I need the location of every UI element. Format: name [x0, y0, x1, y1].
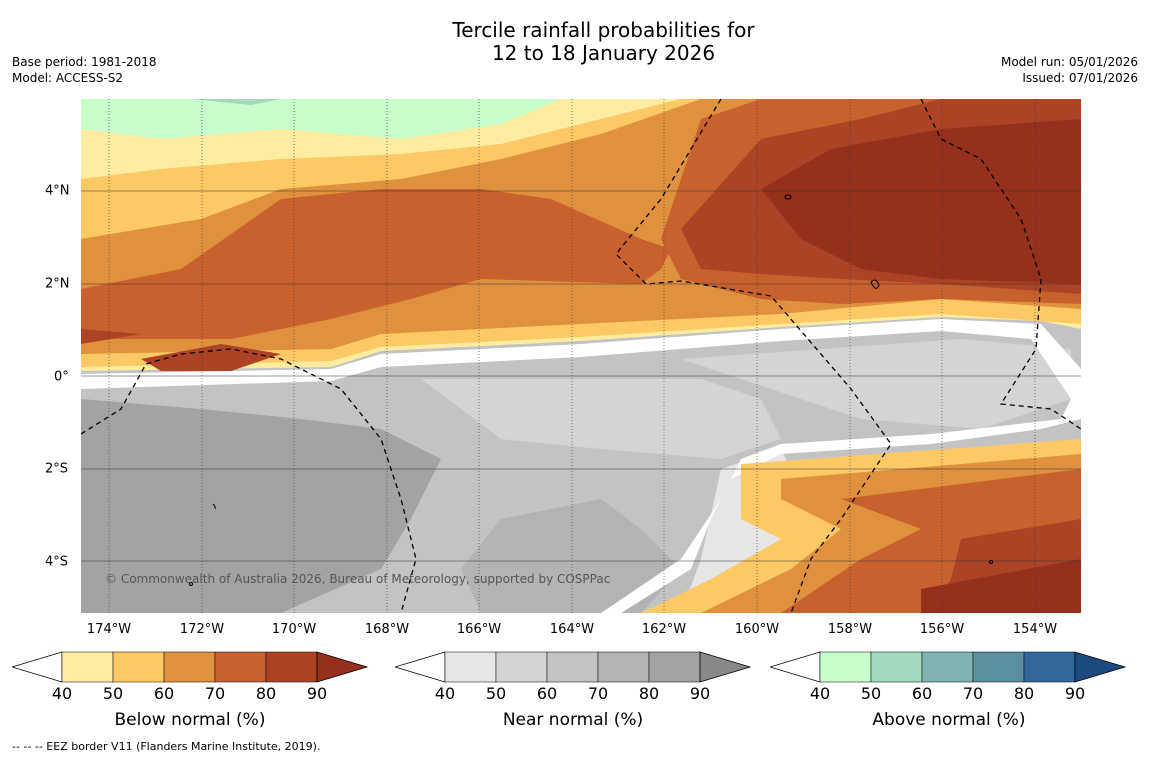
- near-normal-title: Near normal (%): [502, 710, 644, 730]
- colorbar-max-extend: [699, 651, 752, 683]
- colorbar-segment: [546, 651, 599, 683]
- colorbar-segment: [1023, 651, 1076, 683]
- colorbar-segment: [265, 651, 318, 683]
- colorbar-tick: 60: [536, 684, 558, 703]
- colorbar-min-extend: [770, 651, 821, 683]
- colorbar-tick: 90: [689, 684, 711, 703]
- x-tick-label: 164°W: [549, 622, 595, 637]
- probability-map: [81, 99, 1081, 613]
- y-tick-label: 0°: [54, 369, 69, 385]
- colorbar-tick: 50: [860, 684, 882, 703]
- colorbar-segment: [597, 651, 650, 683]
- eez-footnote: -- -- -- EEZ border V11 (Flanders Marine…: [12, 740, 321, 753]
- x-tick-label: 168°W: [364, 622, 410, 637]
- x-tick-label: 172°W: [179, 622, 225, 637]
- above-normal-ticks: 40 50 60 70 80 90: [770, 684, 1127, 706]
- colorbar-tick: 90: [306, 684, 328, 703]
- above-normal-colorbar: [770, 651, 1127, 683]
- eez-borders: [81, 99, 1081, 613]
- colorbar-min-extend: [12, 651, 63, 683]
- copyright-notice: © Commonwealth of Australia 2026, Bureau…: [105, 572, 611, 586]
- colorbar-tick: 70: [962, 684, 984, 703]
- colorbar-tick: 80: [255, 684, 277, 703]
- colorbar-tick: 70: [587, 684, 609, 703]
- below-normal-colorbar: [12, 651, 369, 683]
- near-normal-colorbar: [395, 651, 752, 683]
- colorbar-tick: 60: [911, 684, 933, 703]
- model-run: Model run: 05/01/2026: [1000, 55, 1138, 69]
- colorbar-tick: 90: [1064, 684, 1086, 703]
- colorbar-segment: [61, 651, 114, 683]
- colorbar-tick: 40: [51, 684, 73, 703]
- islands: [189, 194, 993, 586]
- title-line-2: 12 to 18 January 2026: [491, 41, 716, 65]
- colorbar-segment: [112, 651, 165, 683]
- colorbar-tick: 80: [1013, 684, 1035, 703]
- colorbar-tick: 60: [153, 684, 175, 703]
- colorbar-tick: 80: [638, 684, 660, 703]
- model-name: Model: ACCESS-S2: [12, 71, 124, 85]
- y-tick-label: 4°N: [45, 183, 70, 199]
- map-title: Tercile rainfall probabilities for 12 to…: [0, 19, 1150, 65]
- issued-date: Issued: 07/01/2026: [1022, 71, 1138, 85]
- colorbar-segment: [819, 651, 872, 683]
- x-tick-label: 156°W: [919, 622, 965, 637]
- colorbar-tick: 40: [434, 684, 456, 703]
- below-normal-title: Below normal (%): [114, 710, 266, 730]
- x-tick-label: 158°W: [827, 622, 873, 637]
- left-metadata: Base period: 1981-2018 Model: ACCESS-S2: [12, 54, 157, 86]
- right-metadata: Model run: 05/01/2026 Issued: 07/01/2026: [1001, 54, 1138, 86]
- colorbar-segment: [444, 651, 497, 683]
- colorbar-segment: [163, 651, 216, 683]
- y-tick-label: 2°S: [45, 461, 69, 477]
- colorbar-tick: 50: [102, 684, 124, 703]
- y-tick-label: 2°N: [45, 276, 70, 292]
- near-normal-ticks: 40 50 60 70 80 90: [395, 684, 752, 706]
- colorbar-max-extend: [316, 651, 369, 683]
- below-normal-ticks: 40 50 60 70 80 90: [12, 684, 369, 706]
- x-tick-label: 162°W: [641, 622, 687, 637]
- colorbar-max-extend: [1074, 651, 1127, 683]
- x-tick-label: 154°W: [1012, 622, 1058, 637]
- title-line-1: Tercile rainfall probabilities for: [452, 18, 755, 42]
- colorbar-tick: 40: [809, 684, 831, 703]
- colorbar-tick: 50: [485, 684, 507, 703]
- y-tick-label: 4°S: [45, 554, 69, 570]
- x-tick-label: 170°W: [271, 622, 317, 637]
- colorbar-segment: [921, 651, 974, 683]
- colorbar-segment: [648, 651, 701, 683]
- base-period: Base period: 1981-2018: [12, 55, 157, 69]
- x-tick-label: 174°W: [86, 622, 132, 637]
- colorbar-segment: [214, 651, 267, 683]
- colorbar-segment: [495, 651, 548, 683]
- graticule: [81, 99, 1081, 613]
- above-normal-title: Above normal (%): [872, 710, 1026, 730]
- colorbar-segment: [972, 651, 1025, 683]
- x-tick-label: 166°W: [456, 622, 502, 637]
- colorbar-tick: 70: [204, 684, 226, 703]
- colorbar-min-extend: [395, 651, 446, 683]
- x-tick-label: 160°W: [734, 622, 780, 637]
- colorbar-segment: [870, 651, 923, 683]
